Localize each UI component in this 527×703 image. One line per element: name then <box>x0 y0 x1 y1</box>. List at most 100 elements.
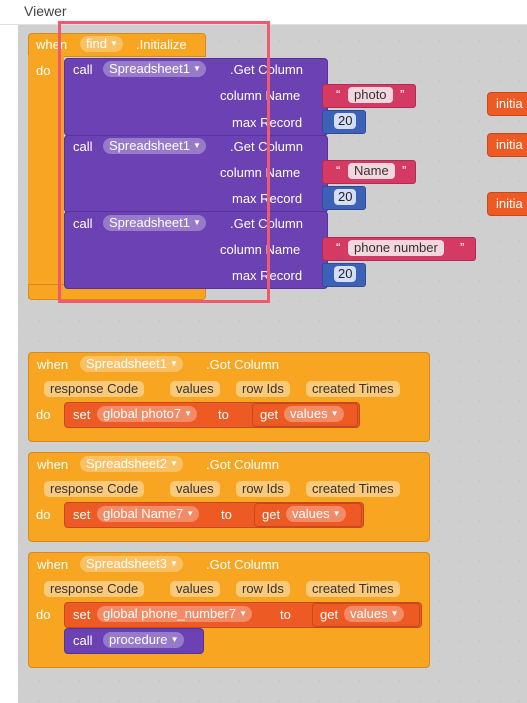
call-keyword: call <box>73 62 93 77</box>
event-name: .Got Column <box>206 557 279 572</box>
chevron-down-icon: ▼ <box>170 635 179 644</box>
block-label: initia <box>496 196 523 211</box>
variable-dropdown[interactable]: global photo7 ▼ <box>97 406 198 422</box>
get-variable-dropdown[interactable]: values ▼ <box>344 606 404 622</box>
number-value[interactable]: 20 <box>334 266 357 282</box>
param-label: max Record <box>232 268 303 283</box>
set-keyword: set <box>73 607 91 622</box>
variable-name: global photo7 <box>103 406 182 421</box>
component-dropdown[interactable]: Spreadsheet2 ▼ <box>80 456 183 472</box>
param-created-times[interactable]: created Times <box>306 581 400 597</box>
variable-dropdown[interactable]: global Name7 ▼ <box>97 506 200 522</box>
param-response-code[interactable]: response Code <box>44 581 145 597</box>
get-variable-dropdown[interactable]: values ▼ <box>286 506 346 522</box>
component-name: find <box>86 36 107 51</box>
chevron-down-icon: ▼ <box>193 218 201 227</box>
text-value[interactable]: Name <box>348 163 395 179</box>
component-dropdown[interactable]: Spreadsheet3 ▼ <box>80 556 183 572</box>
component-name: Spreadsheet2 <box>86 456 167 471</box>
call-block-2[interactable] <box>64 135 328 213</box>
viewer-header: Viewer <box>0 0 527 25</box>
component-name: Spreadsheet1 <box>109 215 190 230</box>
set-keyword: set <box>73 507 91 522</box>
procedure-call-block[interactable] <box>64 628 204 654</box>
component-dropdown[interactable]: find ▼ <box>80 36 123 52</box>
number-value[interactable]: 20 <box>334 113 357 129</box>
param-row-ids[interactable]: row Ids <box>236 581 290 597</box>
quote-close: ” <box>400 87 405 102</box>
get-keyword: get <box>260 407 279 422</box>
procedure-dropdown[interactable]: procedure ▼ <box>103 632 184 648</box>
text-value[interactable]: photo <box>348 87 393 103</box>
get-block[interactable] <box>254 503 362 527</box>
param-row-ids[interactable]: row Ids <box>236 481 290 497</box>
chevron-down-icon: ▼ <box>193 141 201 150</box>
get-keyword: get <box>262 507 281 522</box>
text-value[interactable]: phone number <box>348 240 444 256</box>
chevron-down-icon: ▼ <box>110 39 118 48</box>
initialize-global-block[interactable]: initia <box>487 92 527 116</box>
event-name: .Initialize <box>136 37 187 52</box>
event-header[interactable] <box>28 33 206 57</box>
when-keyword: when <box>36 37 68 52</box>
initialize-global-block[interactable]: initia <box>487 133 527 157</box>
param-label: column Name <box>220 165 301 180</box>
do-keyword: do <box>36 507 51 522</box>
do-keyword: do <box>36 407 51 422</box>
to-keyword: to <box>218 407 229 422</box>
chevron-down-icon: ▼ <box>170 359 178 368</box>
when-keyword: when <box>37 357 69 372</box>
method-name: .Get Column <box>230 216 303 231</box>
chevron-down-icon: ▼ <box>239 609 247 618</box>
component-name: Spreadsheet1 <box>109 61 190 76</box>
component-dropdown[interactable]: Spreadsheet1 ▼ <box>80 356 183 372</box>
call-block-3[interactable] <box>64 211 328 289</box>
get-block[interactable] <box>252 403 358 427</box>
method-name: .Get Column <box>230 62 303 77</box>
param-label: max Record <box>232 115 303 130</box>
spreadsheet-dropdown[interactable]: Spreadsheet1 ▼ <box>103 61 206 77</box>
get-variable-dropdown[interactable]: values ▼ <box>284 406 344 422</box>
param-response-code[interactable]: response Code <box>44 481 145 497</box>
chevron-down-icon: ▼ <box>186 509 195 518</box>
set-keyword: set <box>73 407 91 422</box>
chevron-down-icon: ▼ <box>390 609 399 618</box>
param-values[interactable]: values <box>170 381 220 397</box>
param-label: column Name <box>220 88 301 103</box>
chevron-down-icon: ▼ <box>170 459 178 468</box>
component-name: Spreadsheet3 <box>86 556 167 571</box>
spreadsheet-dropdown[interactable]: Spreadsheet1 ▼ <box>103 138 206 154</box>
get-block[interactable] <box>312 603 420 627</box>
viewer-title: Viewer <box>24 3 67 19</box>
variable-name: global phone_number7 <box>103 606 236 621</box>
variable-dropdown[interactable]: global phone_number7 ▼ <box>97 606 252 622</box>
event-name: .Got Column <box>206 357 279 372</box>
param-created-times[interactable]: created Times <box>306 481 400 497</box>
do-keyword: do <box>36 607 51 622</box>
variable-name: values <box>292 506 330 521</box>
chevron-down-icon: ▼ <box>193 64 201 73</box>
initialize-global-block[interactable]: initia <box>487 192 527 216</box>
to-keyword: to <box>221 507 232 522</box>
call-block-1[interactable] <box>64 58 328 136</box>
param-label: max Record <box>232 191 303 206</box>
procedure-name: procedure <box>109 632 168 647</box>
param-label: column Name <box>220 242 301 257</box>
component-name: Spreadsheet1 <box>109 138 190 153</box>
param-created-times[interactable]: created Times <box>306 381 400 397</box>
event-spine <box>28 55 64 299</box>
spreadsheet-dropdown[interactable]: Spreadsheet1 ▼ <box>103 215 206 231</box>
param-values[interactable]: values <box>170 481 220 497</box>
call-keyword: call <box>73 139 93 154</box>
param-values[interactable]: values <box>170 581 220 597</box>
variable-name: values <box>290 406 328 421</box>
quote-close: ” <box>402 163 407 178</box>
chevron-down-icon: ▼ <box>184 409 193 418</box>
event-name: .Got Column <box>206 457 279 472</box>
to-keyword: to <box>280 607 291 622</box>
quote-open: “ <box>336 163 341 178</box>
number-value[interactable]: 20 <box>334 189 357 205</box>
when-keyword: when <box>37 557 69 572</box>
param-row-ids[interactable]: row Ids <box>236 381 290 397</box>
param-response-code[interactable]: response Code <box>44 381 145 397</box>
